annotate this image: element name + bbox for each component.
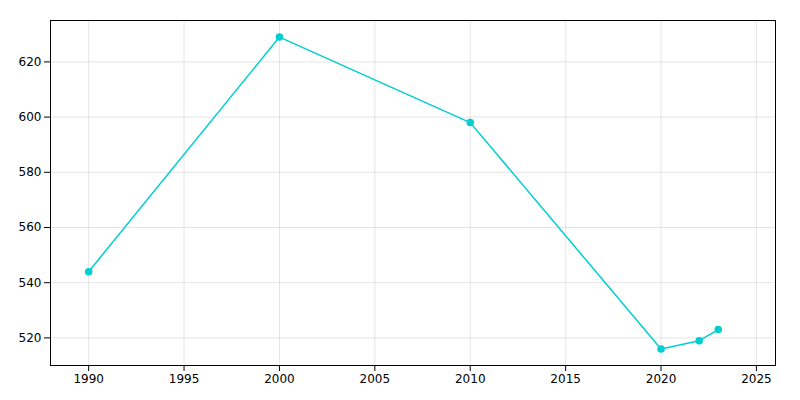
svg-text:520: 520 (19, 331, 42, 345)
svg-text:2005: 2005 (360, 372, 391, 386)
svg-text:1995: 1995 (169, 372, 200, 386)
svg-text:560: 560 (19, 220, 42, 234)
svg-text:580: 580 (19, 165, 42, 179)
svg-text:600: 600 (19, 110, 42, 124)
svg-text:540: 540 (19, 276, 42, 290)
svg-text:620: 620 (19, 55, 42, 69)
svg-text:2020: 2020 (646, 372, 677, 386)
svg-text:2025: 2025 (741, 372, 772, 386)
svg-text:2000: 2000 (264, 372, 295, 386)
svg-text:2015: 2015 (550, 372, 581, 386)
svg-text:2010: 2010 (455, 372, 486, 386)
svg-text:1990: 1990 (73, 372, 104, 386)
